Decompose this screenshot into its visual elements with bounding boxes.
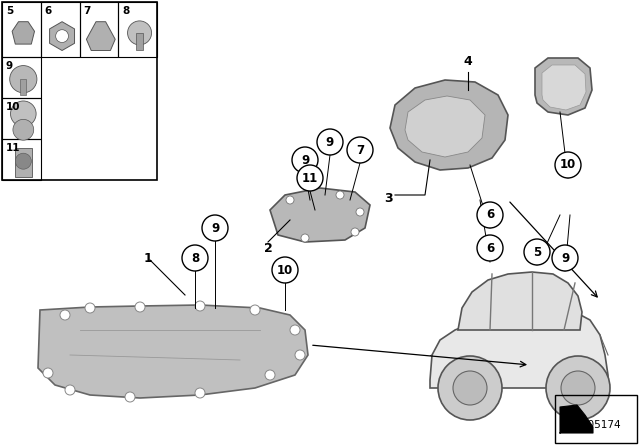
Polygon shape bbox=[270, 188, 370, 242]
Circle shape bbox=[524, 239, 550, 265]
Circle shape bbox=[301, 234, 309, 242]
Polygon shape bbox=[560, 405, 593, 433]
Bar bbox=[41, 2, 79, 57]
Circle shape bbox=[56, 30, 68, 43]
Bar bbox=[2, 139, 41, 180]
Bar bbox=[2, 2, 41, 57]
Polygon shape bbox=[86, 22, 115, 51]
Circle shape bbox=[356, 208, 364, 216]
Polygon shape bbox=[38, 305, 308, 398]
Text: 6: 6 bbox=[45, 6, 52, 16]
Polygon shape bbox=[430, 308, 608, 388]
Polygon shape bbox=[49, 22, 74, 51]
Bar bbox=[79, 2, 118, 57]
Circle shape bbox=[552, 245, 578, 271]
Text: 4: 4 bbox=[463, 55, 472, 68]
Circle shape bbox=[202, 215, 228, 241]
Circle shape bbox=[292, 147, 318, 173]
Circle shape bbox=[555, 152, 581, 178]
Circle shape bbox=[477, 235, 503, 261]
Text: 10: 10 bbox=[560, 159, 576, 172]
Circle shape bbox=[127, 21, 152, 45]
Circle shape bbox=[438, 356, 502, 420]
Circle shape bbox=[477, 202, 503, 228]
Text: 9: 9 bbox=[301, 154, 309, 167]
Circle shape bbox=[295, 350, 305, 360]
Bar bbox=[2, 2, 157, 180]
Text: 9: 9 bbox=[326, 135, 334, 148]
Text: 6: 6 bbox=[486, 208, 494, 221]
Text: 10: 10 bbox=[6, 102, 20, 112]
Text: 11: 11 bbox=[6, 143, 20, 153]
Circle shape bbox=[546, 356, 610, 420]
Circle shape bbox=[336, 191, 344, 199]
Circle shape bbox=[60, 310, 70, 320]
Circle shape bbox=[347, 137, 373, 163]
Circle shape bbox=[10, 101, 36, 127]
Polygon shape bbox=[12, 22, 35, 44]
Text: 6: 6 bbox=[486, 241, 494, 254]
Text: 5: 5 bbox=[6, 6, 13, 16]
Circle shape bbox=[15, 153, 31, 169]
Text: 9: 9 bbox=[561, 251, 569, 264]
Bar bbox=[2, 57, 41, 98]
Circle shape bbox=[297, 165, 323, 191]
Circle shape bbox=[290, 325, 300, 335]
Circle shape bbox=[10, 65, 37, 93]
Text: 9: 9 bbox=[211, 221, 219, 234]
Text: 10: 10 bbox=[277, 263, 293, 276]
Text: 5: 5 bbox=[533, 246, 541, 258]
Bar bbox=[20, 79, 26, 95]
Text: 7: 7 bbox=[83, 6, 91, 16]
Text: 8: 8 bbox=[191, 251, 199, 264]
Polygon shape bbox=[535, 58, 592, 115]
Polygon shape bbox=[458, 272, 582, 330]
Polygon shape bbox=[390, 80, 508, 170]
Text: 8: 8 bbox=[122, 6, 129, 16]
Text: 3: 3 bbox=[385, 191, 393, 204]
Bar bbox=[15, 148, 32, 177]
Circle shape bbox=[43, 368, 53, 378]
Bar bbox=[555, 395, 637, 443]
Polygon shape bbox=[405, 96, 485, 157]
Circle shape bbox=[351, 228, 359, 236]
Circle shape bbox=[250, 305, 260, 315]
Circle shape bbox=[85, 303, 95, 313]
Circle shape bbox=[195, 301, 205, 311]
Bar bbox=[136, 33, 143, 51]
Circle shape bbox=[135, 302, 145, 312]
Text: 1: 1 bbox=[143, 251, 152, 264]
Circle shape bbox=[453, 371, 487, 405]
Text: 9: 9 bbox=[6, 61, 13, 71]
Circle shape bbox=[265, 370, 275, 380]
Circle shape bbox=[195, 388, 205, 398]
Circle shape bbox=[182, 245, 208, 271]
Circle shape bbox=[561, 371, 595, 405]
Circle shape bbox=[65, 385, 75, 395]
Bar bbox=[118, 2, 157, 57]
Bar bbox=[2, 98, 41, 139]
Text: 11: 11 bbox=[302, 172, 318, 185]
Circle shape bbox=[286, 196, 294, 204]
Text: 2: 2 bbox=[264, 241, 273, 254]
Circle shape bbox=[13, 119, 34, 140]
Text: 7: 7 bbox=[356, 143, 364, 156]
Circle shape bbox=[317, 129, 343, 155]
Circle shape bbox=[272, 257, 298, 283]
Circle shape bbox=[125, 392, 135, 402]
Polygon shape bbox=[542, 65, 586, 110]
Text: 205174: 205174 bbox=[581, 420, 621, 430]
